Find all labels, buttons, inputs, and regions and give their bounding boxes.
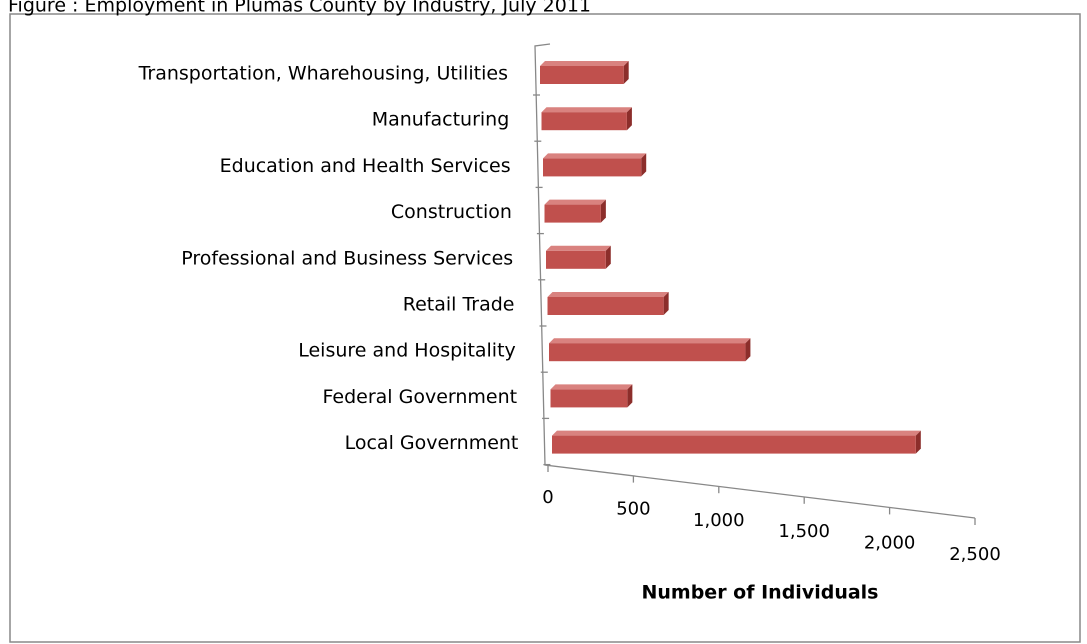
y-tick-label: Leisure and Hospitality <box>298 340 516 362</box>
bar-top <box>549 338 751 344</box>
chart-title: Figure : Employment in Plumas County by … <box>8 0 591 17</box>
bar-top <box>546 245 611 251</box>
bar-end <box>641 153 647 177</box>
y-tick-label: Federal Government <box>323 386 518 408</box>
bar-end <box>915 430 921 454</box>
axis-frame <box>534 43 976 519</box>
bar-end <box>600 199 606 223</box>
bar <box>543 158 642 177</box>
bar-end <box>623 61 629 84</box>
chart-border <box>9 13 1081 643</box>
bar-top <box>547 292 669 297</box>
y-tick-label: Construction <box>391 201 512 223</box>
x-tick-label: 1,500 <box>778 521 830 542</box>
x-tick-label: 2,500 <box>949 544 1001 565</box>
y-tick-label: Transportation, Wharehousing, Utilities <box>138 63 508 85</box>
x-tick-label: 2,000 <box>864 533 916 554</box>
x-axis-title: Number of Individuals <box>641 582 878 604</box>
x-tick-label: 1,000 <box>693 510 745 531</box>
bar <box>546 250 606 269</box>
bar-top <box>540 61 629 66</box>
x-tick-label: 500 <box>616 498 650 519</box>
bar-end <box>626 107 632 131</box>
bar-top <box>543 153 647 159</box>
y-tick-label: Professional and Business Services <box>181 247 513 269</box>
bar <box>541 112 627 131</box>
bar <box>552 435 916 454</box>
bar-top <box>552 430 921 436</box>
y-tick-label: Retail Trade <box>403 294 515 316</box>
bar <box>549 343 746 362</box>
bar-end <box>627 384 633 408</box>
y-tick-label: Local Government <box>345 432 519 454</box>
bar <box>540 66 624 84</box>
x-tick-label: 0 <box>542 487 553 508</box>
bar-end <box>745 338 751 362</box>
bar-top <box>544 199 606 205</box>
bar <box>550 389 628 408</box>
y-tick-label: Manufacturing <box>372 109 510 131</box>
y-tick-label: Education and Health Services <box>220 155 511 177</box>
bar-top <box>550 384 633 390</box>
bar-end <box>605 245 611 269</box>
bar <box>547 297 664 315</box>
bar-top <box>541 107 632 113</box>
bar <box>544 204 601 223</box>
bar-end <box>663 292 669 315</box>
